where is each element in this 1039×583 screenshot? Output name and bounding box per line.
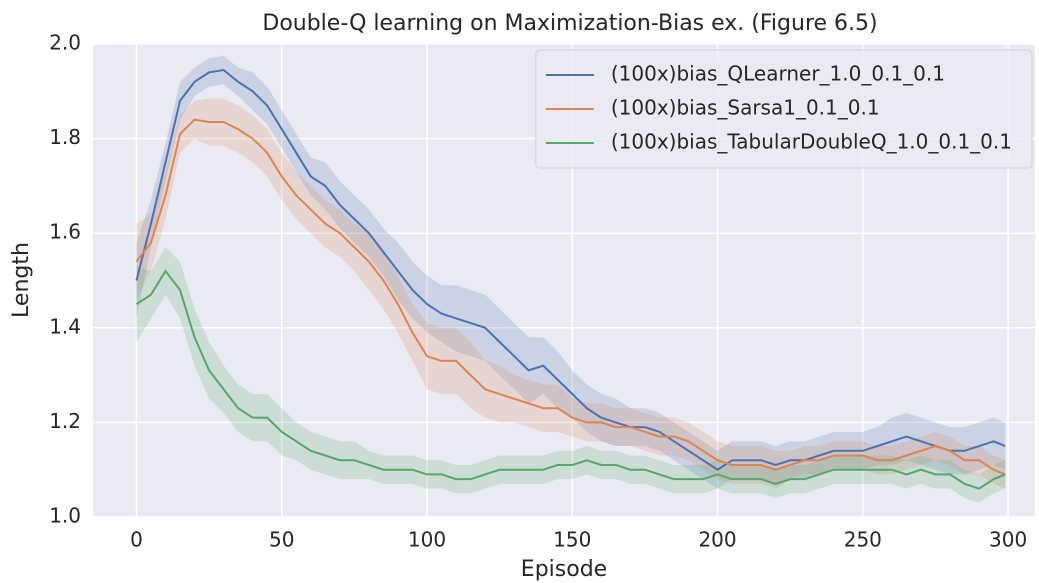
legend-label: (100x)bias_Sarsa1_0.1_0.1 [611, 96, 880, 120]
confidence-band [136, 55, 1006, 489]
y-tick-label: 1.0 [49, 504, 81, 528]
legend-label: (100x)bias_QLearner_1.0_0.1_0.1 [611, 62, 945, 86]
confidence-band [136, 247, 1006, 503]
legend-box [535, 49, 1033, 169]
y-tick-label: 1.2 [49, 409, 81, 433]
y-tick-label: 1.8 [49, 125, 81, 149]
y-axis-label: Length [9, 242, 34, 318]
x-tick-label: 0 [130, 528, 143, 552]
x-tick-label: 150 [553, 528, 591, 552]
x-tick-label: 250 [844, 528, 882, 552]
x-tick-label: 200 [698, 528, 736, 552]
y-tick-label: 1.4 [49, 314, 81, 338]
confidence-band [136, 98, 1006, 489]
x-axis-label: Episode [521, 557, 607, 582]
y-tick-label: 2.0 [49, 31, 81, 55]
series-line [135, 118, 1006, 476]
x-tick-label: 100 [408, 528, 446, 552]
series-line [135, 269, 1006, 490]
x-tick-label: 50 [269, 528, 294, 552]
series-line [135, 68, 1006, 471]
legend: (100x)bias_QLearner_1.0_0.1_0.1 (100x)bia… [535, 49, 1033, 169]
chart-title: Double-Q learning on Maximization-Bias e… [262, 11, 877, 36]
x-tick-label: 300 [989, 528, 1027, 552]
legend-label: (100x)bias_TabularDoubleQ_1.0_0.1_0.1 [611, 130, 1012, 154]
y-tick-label: 1.6 [49, 220, 81, 244]
